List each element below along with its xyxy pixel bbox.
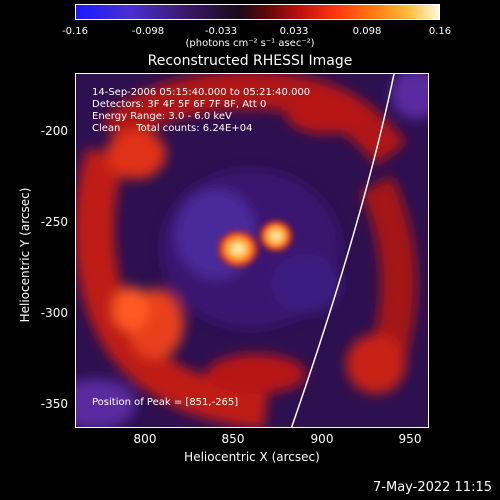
y-axis-label: Heliocentric Y (arcsec) (18, 187, 32, 323)
x-tick-label: 900 (310, 432, 334, 446)
y-tick-label: -200 (40, 124, 68, 138)
x-tick-label: 950 (398, 432, 422, 446)
y-tick-label: -300 (40, 306, 68, 320)
colorbar-tick: -0.16 (62, 26, 88, 37)
colorbar-tick: -0.098 (131, 26, 165, 37)
colorbar-tick: 0.16 (428, 26, 452, 37)
x-tick-label: 850 (221, 432, 245, 446)
annotation-clean: Clean Total counts: 6.24E+04 (92, 123, 253, 134)
source-peak-secondary (258, 219, 294, 253)
x-axis-label: Heliocentric X (arcsec) (184, 450, 320, 464)
colorbar (75, 4, 440, 20)
y-tick-label: -250 (40, 215, 68, 229)
annotation-energy: Energy Range: 3.0 - 6.0 keV (92, 111, 232, 122)
source-peak-main (216, 229, 260, 269)
annotation-time: 14-Sep-2006 05:15:40.000 to 05:21:40.000 (92, 87, 311, 98)
annotation-peak: Position of Peak = [851,-265] (92, 397, 239, 408)
x-tick-label: 800 (133, 432, 157, 446)
colorbar-unit: (photons cm⁻² s⁻¹ asec⁻²) (185, 38, 315, 49)
y-tick-label: -350 (40, 397, 68, 411)
solar-limb-line (290, 74, 395, 427)
colorbar-tick: 0.098 (352, 26, 382, 37)
colorbar-tick: 0.033 (279, 26, 309, 37)
colorbar-tick: -0.033 (204, 26, 238, 37)
solar-image (76, 74, 428, 427)
annotation-detectors: Detectors: 3F 4F 5F 6F 7F 8F, Att 0 (92, 99, 267, 110)
image-title: Reconstructed RHESSI Image (147, 53, 353, 69)
footer-timestamp: 7-May-2022 11:15 (373, 480, 492, 495)
image-plot (75, 73, 429, 428)
